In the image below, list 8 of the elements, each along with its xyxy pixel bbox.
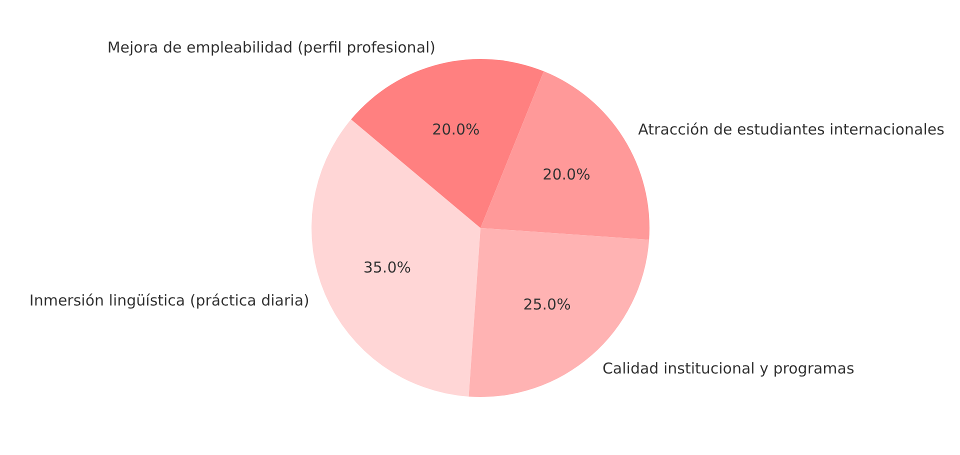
data-label: 20.0% <box>542 165 590 184</box>
slice-label: Inmersión lingüística (práctica diaria) <box>29 292 310 310</box>
data-label: 35.0% <box>363 258 411 277</box>
data-label: 25.0% <box>523 296 571 314</box>
data-label: 20.0% <box>432 120 480 139</box>
slice-label: Atracción de estudiantes internacionales <box>638 120 945 138</box>
slice-label: Mejora de empleabilidad (perfil profesional) <box>107 38 436 57</box>
slice-label: Calidad institucional y programas <box>602 359 854 378</box>
